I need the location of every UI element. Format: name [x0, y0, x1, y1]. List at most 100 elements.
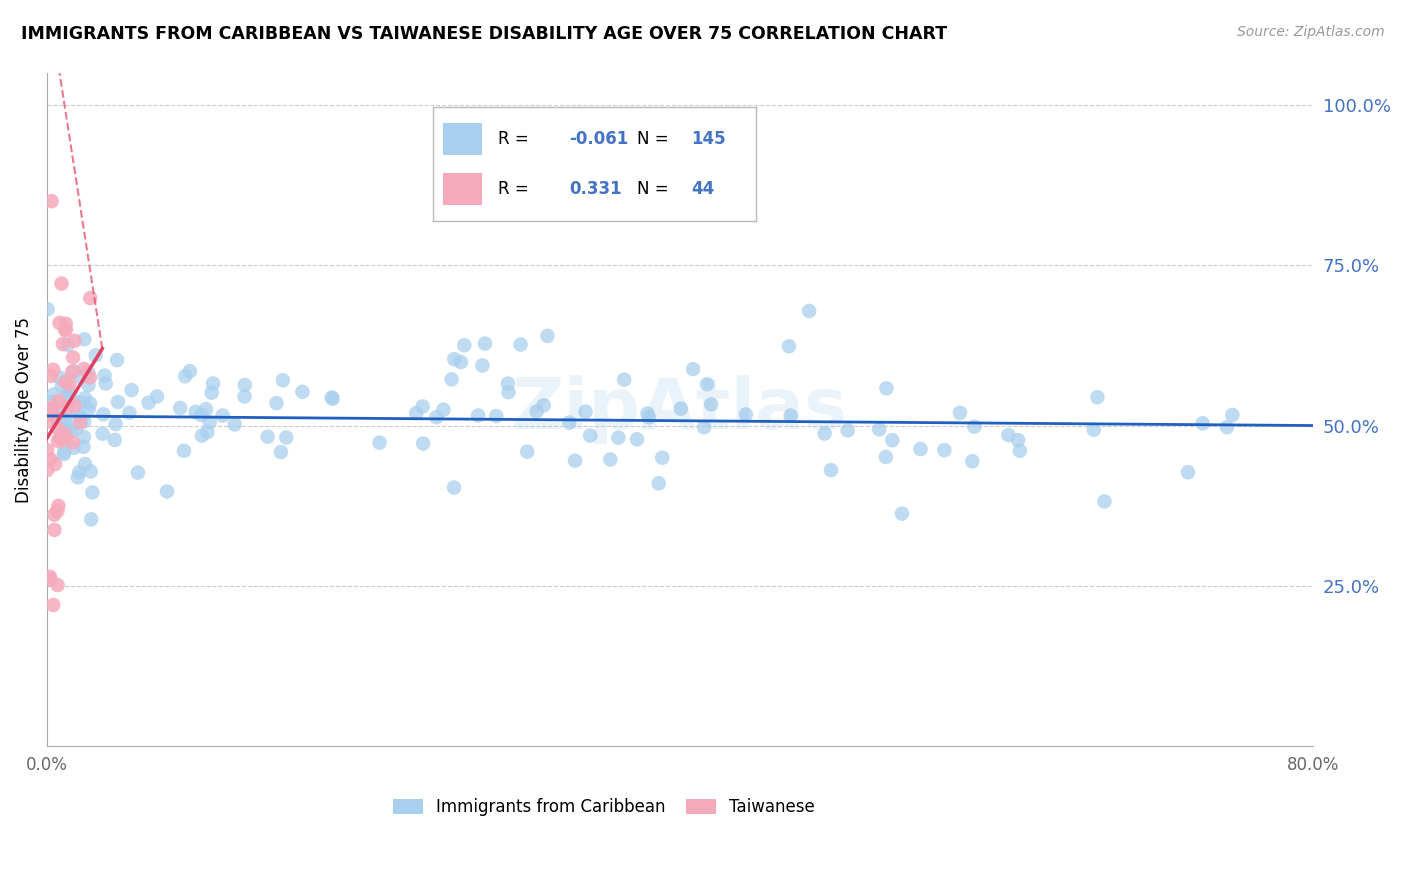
- Point: [440, 372, 463, 386]
- Point: [62, 364, 84, 378]
- Point: [875, 450, 897, 464]
- Point: [1222, 408, 1244, 422]
- Point: [146, 390, 169, 404]
- Point: [60, 365, 83, 379]
- Point: [368, 435, 391, 450]
- Point: [39, 395, 62, 409]
- Point: [91, 426, 114, 441]
- Point: [169, 401, 191, 415]
- Point: [73, 414, 96, 428]
- Point: [233, 378, 256, 392]
- Point: [412, 400, 434, 414]
- Point: [174, 369, 197, 384]
- Point: [39, 415, 62, 429]
- Point: [443, 481, 465, 495]
- Point: [69, 409, 91, 424]
- Point: [536, 329, 558, 343]
- Point: [56, 384, 79, 398]
- Point: [93, 368, 115, 383]
- Point: [53, 375, 76, 389]
- Point: [46, 504, 69, 518]
- Point: [599, 452, 621, 467]
- Point: [67, 465, 90, 479]
- Point: [1008, 443, 1031, 458]
- Point: [62, 435, 84, 450]
- Point: [882, 433, 904, 447]
- Point: [73, 457, 96, 471]
- Point: [73, 430, 96, 444]
- Point: [44, 508, 66, 522]
- Point: [46, 434, 69, 448]
- Point: [779, 409, 801, 423]
- Point: [42, 598, 65, 612]
- Point: [39, 452, 62, 467]
- Point: [696, 377, 718, 392]
- Point: [105, 353, 128, 368]
- Point: [322, 392, 344, 406]
- Point: [1087, 390, 1109, 404]
- Point: [910, 442, 932, 456]
- Point: [62, 351, 84, 365]
- Point: [46, 421, 69, 435]
- Point: [56, 390, 79, 404]
- Point: [471, 359, 494, 373]
- Point: [509, 337, 531, 351]
- Point: [53, 424, 76, 438]
- Point: [498, 385, 520, 400]
- Point: [53, 323, 76, 337]
- Point: [55, 317, 77, 331]
- Point: [432, 402, 454, 417]
- Point: [46, 400, 69, 414]
- Point: [173, 443, 195, 458]
- Point: [65, 421, 87, 435]
- Text: ZipAtlas: ZipAtlas: [512, 375, 848, 444]
- Point: [1007, 433, 1029, 447]
- Point: [72, 440, 94, 454]
- Point: [934, 443, 956, 458]
- Point: [48, 393, 70, 408]
- Point: [276, 430, 298, 444]
- Point: [42, 409, 65, 424]
- Point: [613, 373, 636, 387]
- Point: [37, 302, 59, 317]
- Point: [51, 379, 73, 393]
- Point: [820, 463, 842, 477]
- Point: [425, 410, 447, 425]
- Point: [875, 381, 897, 395]
- Point: [73, 362, 96, 376]
- Point: [79, 396, 101, 410]
- Point: [59, 389, 82, 403]
- Point: [65, 409, 87, 424]
- Point: [963, 419, 986, 434]
- Point: [48, 316, 70, 330]
- Point: [73, 332, 96, 346]
- Point: [53, 445, 76, 459]
- Point: [467, 409, 489, 423]
- Point: [651, 450, 673, 465]
- Point: [195, 425, 218, 439]
- Point: [837, 424, 859, 438]
- Point: [52, 447, 75, 461]
- Point: [156, 484, 179, 499]
- Point: [55, 428, 77, 442]
- Point: [233, 390, 256, 404]
- Point: [533, 398, 555, 412]
- Point: [39, 573, 62, 587]
- Point: [453, 338, 475, 352]
- Point: [443, 352, 465, 367]
- Point: [46, 578, 69, 592]
- Point: [66, 470, 89, 484]
- Point: [53, 413, 76, 427]
- Point: [184, 405, 207, 419]
- Point: [648, 476, 671, 491]
- Point: [190, 408, 212, 422]
- Point: [450, 355, 472, 369]
- Point: [118, 406, 141, 420]
- Point: [962, 454, 984, 468]
- Point: [104, 433, 127, 447]
- Point: [321, 391, 343, 405]
- Point: [55, 418, 77, 433]
- Point: [693, 420, 716, 434]
- Point: [41, 194, 63, 209]
- Point: [1083, 423, 1105, 437]
